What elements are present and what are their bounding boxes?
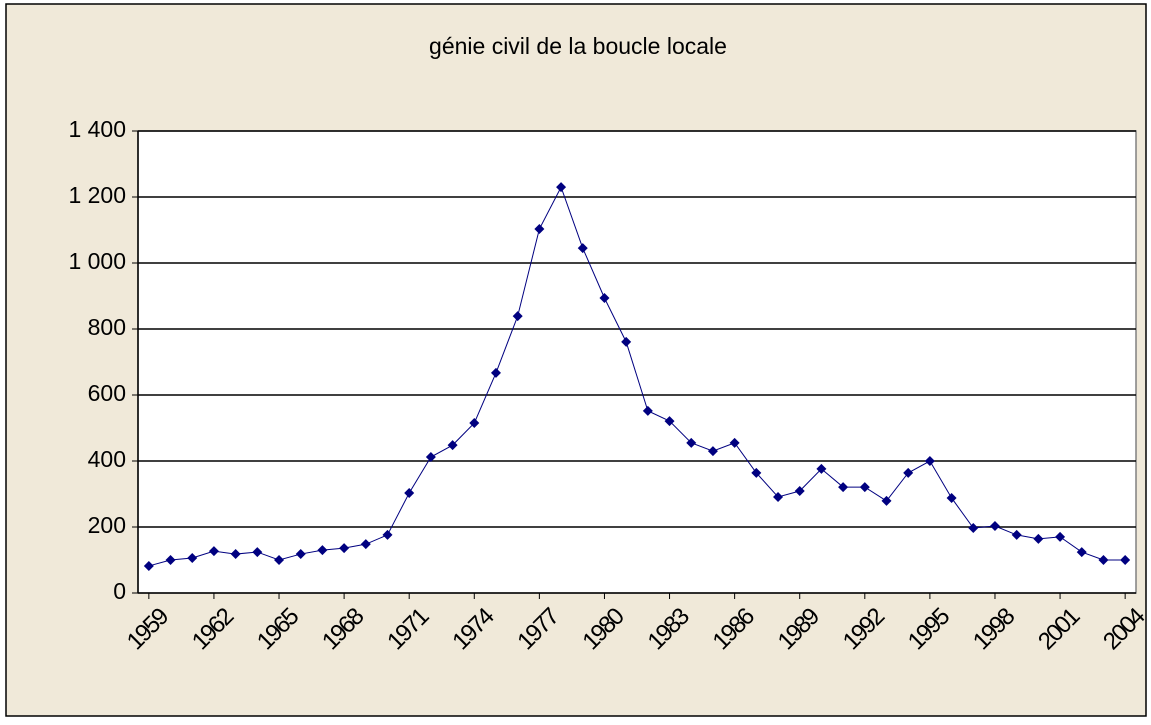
data-point xyxy=(230,549,241,560)
data-point xyxy=(317,545,328,556)
data-point xyxy=(490,367,501,378)
data-point xyxy=(1011,529,1022,540)
series-line xyxy=(148,185,1126,567)
y-tick-label: 1 000 xyxy=(68,248,126,274)
data-point xyxy=(989,521,1000,532)
data-point xyxy=(816,463,827,474)
data-point xyxy=(295,549,306,560)
data-point xyxy=(599,292,610,303)
data-point xyxy=(360,539,371,550)
data-point xyxy=(534,224,545,235)
data-point xyxy=(425,452,436,463)
data-point xyxy=(143,560,154,571)
y-tick-label: 400 xyxy=(88,446,126,472)
data-point xyxy=(838,482,849,493)
data-point xyxy=(469,418,480,429)
y-tick-label: 1 400 xyxy=(68,116,126,142)
data-point xyxy=(447,440,458,451)
data-point xyxy=(794,486,805,497)
data-point xyxy=(1033,533,1044,544)
data-point xyxy=(729,437,740,448)
data-point xyxy=(707,446,718,457)
y-tick-label: 200 xyxy=(88,512,126,538)
data-point xyxy=(686,437,697,448)
chart-title: génie civil de la boucle locale xyxy=(429,33,727,59)
data-point xyxy=(1120,555,1131,565)
data-point xyxy=(208,546,219,557)
data-point xyxy=(1098,555,1109,565)
data-point xyxy=(165,555,176,565)
data-point xyxy=(512,311,523,322)
data-point xyxy=(664,416,675,427)
data-point xyxy=(642,405,653,416)
data-point xyxy=(751,467,762,478)
y-tick-label: 800 xyxy=(88,314,126,340)
data-point xyxy=(404,488,415,499)
data-point xyxy=(339,543,350,554)
data-point xyxy=(187,553,198,564)
data-point xyxy=(773,491,784,502)
data-point xyxy=(252,547,263,558)
data-point xyxy=(881,495,892,506)
data-point xyxy=(621,336,632,347)
data-point xyxy=(968,522,979,533)
data-point xyxy=(924,456,935,466)
y-tick-label: 0 xyxy=(113,578,126,604)
data-point xyxy=(556,182,567,193)
data-point xyxy=(274,555,285,565)
y-tick-label: 600 xyxy=(88,380,126,406)
data-point xyxy=(859,482,870,493)
data-point xyxy=(946,492,957,503)
plot-area xyxy=(137,130,1137,594)
y-tick-label: 1 200 xyxy=(68,182,126,208)
data-point xyxy=(382,529,393,540)
data-point xyxy=(903,467,914,478)
data-point xyxy=(1076,547,1087,558)
data-point xyxy=(577,243,588,254)
data-point xyxy=(1055,531,1066,542)
